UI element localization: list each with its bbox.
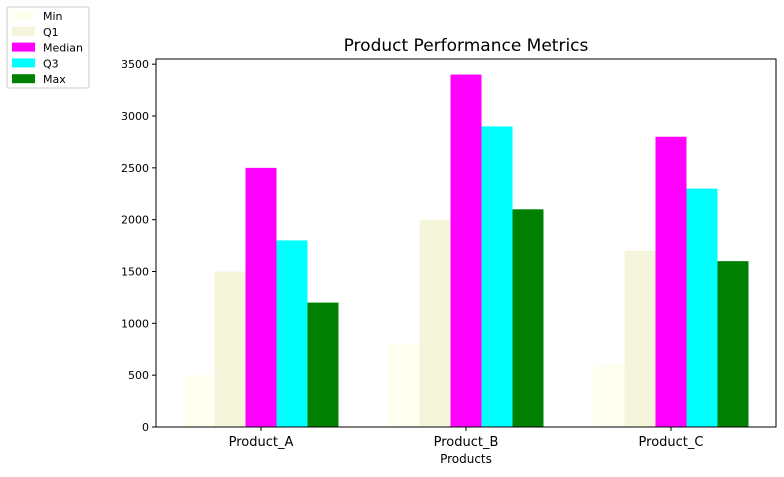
y-tick-label: 0 [142,421,149,434]
legend-swatch-q1 [12,26,35,36]
y-tick-label: 3000 [121,110,149,123]
legend-label-q1: Q1 [43,26,59,39]
x-axis: Product_A Product_B Product_C [229,427,704,450]
bar-median-product_c [655,136,687,427]
bar-q1-product_b [419,219,451,427]
y-tick-label: 2000 [121,214,149,227]
legend-label-q3: Q3 [43,57,59,70]
bar-q1-product_a [214,271,246,427]
bar-q3-product_b [481,126,513,427]
legend: Min Q1 Median Q3 Max [6,6,90,89]
bar-q3-product_c [686,188,718,427]
legend-label-median: Median [43,42,83,55]
bar-min-product_a [183,375,215,427]
bar-q1-product_c [624,250,656,427]
plot-frame [155,58,777,428]
bar-q3-product_a [276,240,308,427]
legend-swatch-median [12,42,35,52]
x-tick-label: Product_B [434,435,499,450]
bar-max-product_a [307,302,339,427]
bar-min-product_b [388,344,420,427]
bar-median-product_b [450,74,482,428]
y-tick-label: 1000 [121,317,149,330]
legend-label-max: Max [43,73,66,86]
legend-swatch-q3 [12,58,35,68]
x-tick-label: Product_A [229,435,294,450]
legend-swatch-min [12,11,35,20]
x-axis-label: Products [440,452,492,466]
bars [183,74,749,428]
legend-label-min: Min [43,10,63,23]
y-tick-label: 2500 [121,162,149,175]
bar-max-product_c [717,261,749,427]
y-axis: 0 500 1000 1500 2000 2500 3000 3500 [121,58,156,434]
y-tick-label: 3500 [121,58,149,71]
bar-min-product_c [593,364,625,427]
y-tick-label: 500 [128,369,149,382]
bar-max-product_b [512,209,544,427]
legend-swatch-max [12,74,35,84]
x-tick-label: Product_C [639,435,704,450]
chart-title: Product Performance Metrics [344,36,589,56]
y-tick-label: 1500 [121,266,149,279]
bar-median-product_a [245,167,277,427]
